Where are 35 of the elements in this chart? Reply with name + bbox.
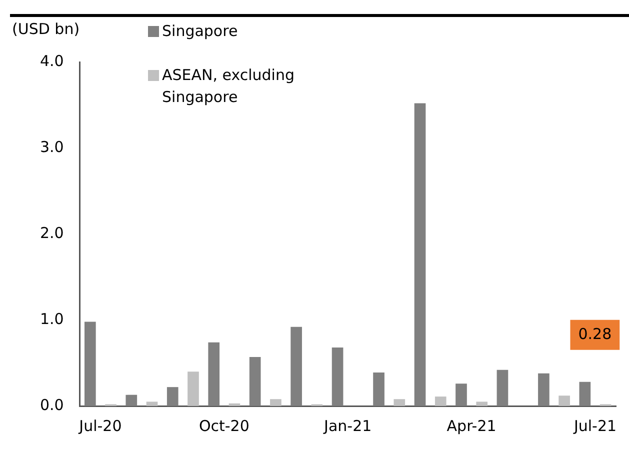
bar: [146, 402, 158, 406]
bar: [538, 373, 550, 406]
bar: [228, 403, 240, 406]
x-tick-label: Apr-21: [446, 416, 496, 435]
y-tick-label: 0.0: [40, 396, 64, 414]
bar: [496, 370, 508, 406]
bar: [188, 372, 199, 406]
bar: [558, 396, 570, 406]
bar: [414, 103, 426, 406]
y-axis-title: (USD bn): [12, 20, 80, 38]
bar: [249, 356, 261, 406]
y-tick-label: 4.0: [40, 52, 64, 70]
bar: [270, 399, 282, 406]
bar: [456, 384, 467, 406]
bar: [579, 382, 591, 406]
bar: [332, 348, 344, 406]
x-tick-label: Jan-21: [323, 416, 372, 435]
y-tick-label: 3.0: [40, 138, 64, 156]
bar: [434, 396, 446, 406]
bar: [84, 322, 96, 406]
y-tick-label: 2.0: [40, 224, 64, 242]
y-tick-label: 1.0: [40, 310, 64, 328]
legend-label: ASEAN, excluding Singapore: [162, 65, 296, 108]
bar: [208, 342, 220, 406]
data-label: 0.28: [578, 324, 612, 343]
bar: [394, 399, 406, 406]
x-tick-label: Oct-20: [198, 416, 250, 435]
bar: [126, 394, 138, 406]
x-tick-label: Jul-20: [78, 416, 122, 435]
x-tick-label: Jul-21: [572, 416, 617, 435]
bar: [290, 326, 302, 406]
legend-label: Singapore: [162, 21, 238, 42]
bar: [476, 402, 488, 406]
bar: [373, 372, 384, 406]
bar: [166, 387, 178, 406]
